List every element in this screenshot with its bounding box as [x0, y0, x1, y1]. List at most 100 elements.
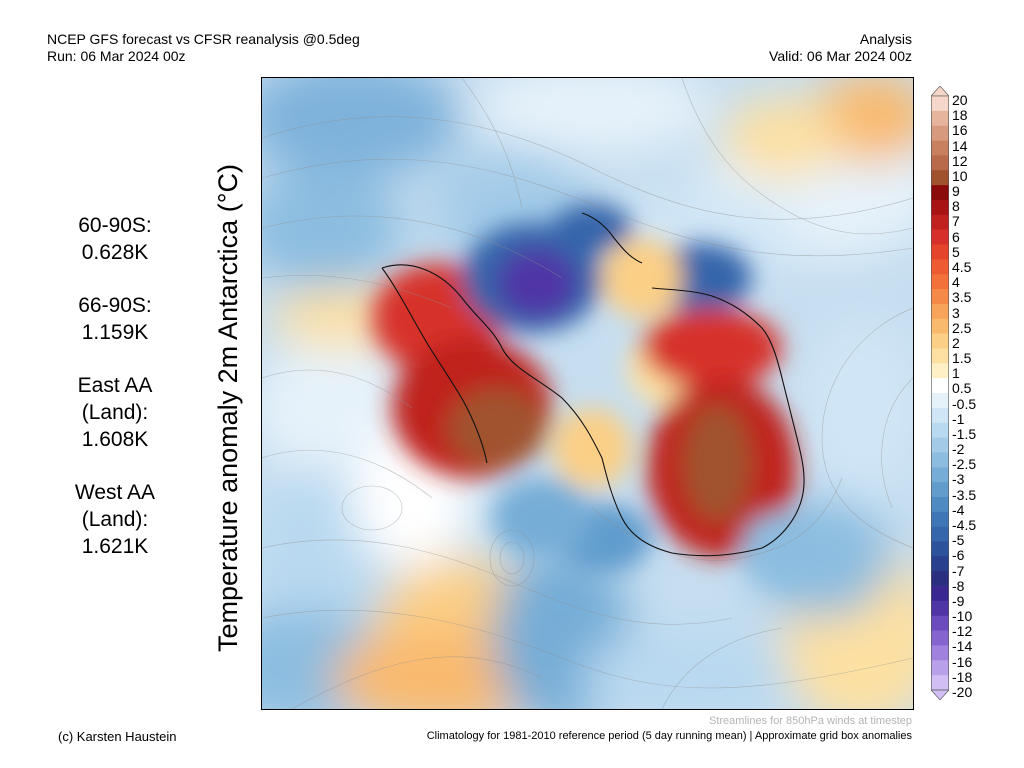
- colorbar-swatch: [931, 318, 949, 334]
- colorbar-swatch: [931, 496, 949, 513]
- region-stats: 60-90S: 0.628K 66-90S: 1.159K East AA (L…: [60, 212, 170, 586]
- colorbar-swatch: [931, 110, 949, 126]
- colorbar-swatch: [931, 571, 949, 587]
- colorbar-labels: 20 18 16 14 12 10 9 8 7 6 5 4.5 4 3.5 3 2.5 2 1.5 1 0.5 -0.5…: [952, 92, 1012, 699]
- colorbar-swatch: [931, 422, 949, 438]
- colorbar: [931, 86, 949, 700]
- colorbar-swatch: [931, 303, 949, 320]
- colorbar-swatch: [931, 199, 949, 216]
- colorbar-swatch: [931, 333, 949, 349]
- colorbar-swatch: [931, 660, 949, 676]
- colorbar-tick-label: 0.5: [952, 380, 972, 397]
- colorbar-tick-label: -0.5: [952, 395, 977, 412]
- colorbar-tick-label: -3.5: [952, 486, 977, 503]
- colorbar-swatch: [931, 378, 949, 394]
- colorbar-tick-label: 10: [952, 167, 968, 184]
- colorbar-tick-label: 4: [952, 274, 960, 291]
- colorbar-swatch: [931, 185, 949, 201]
- colorbar-swatch: [931, 289, 949, 305]
- colorbar-swatch: [931, 467, 949, 483]
- colorbar-tick-label: -5: [952, 532, 965, 549]
- colorbar-tick-label: 18: [952, 107, 968, 124]
- colorbar-tick-label: 4.5: [952, 258, 972, 275]
- colorbar-tick-label: -12: [952, 623, 973, 640]
- colorbar-swatch: [931, 556, 949, 572]
- colorbar-swatch: [931, 511, 949, 527]
- colorbar-tick-label: -7: [952, 562, 965, 579]
- colorbar-tick-label: -14: [952, 638, 973, 655]
- colorbar-tick-label: 8: [952, 198, 960, 215]
- colorbar-tick-label: 7: [952, 213, 960, 230]
- colorbar-tick-label: 3.5: [952, 289, 972, 306]
- colorbar-tick-label: -4.5: [952, 517, 977, 534]
- colorbar-tick-label: 1: [952, 365, 960, 382]
- colorbar-swatch: [931, 630, 949, 646]
- stat-value: 1.608K: [81, 428, 149, 451]
- stat-60-90s: 60-90S: 0.628K: [60, 212, 170, 266]
- colorbar-swatch: [931, 214, 949, 230]
- stat-66-90s: 66-90S: 1.159K: [60, 292, 170, 346]
- anomaly-map: [261, 77, 914, 710]
- stat-label: West AA (Land):: [74, 481, 156, 531]
- wind-streamlines: [262, 78, 913, 709]
- colorbar-tick-label: -8: [952, 577, 965, 594]
- colorbar-tick-label: -4: [952, 501, 965, 518]
- colorbar-tick-label: -3: [952, 471, 965, 488]
- colorbar-tick-label: 1.5: [952, 350, 972, 367]
- colorbar-swatch: [931, 541, 949, 557]
- stat-label: 60-90S:: [78, 214, 152, 237]
- valid-time: Valid: 06 Mar 2024 00z: [769, 48, 912, 64]
- colorbar-tick-label: -18: [952, 668, 973, 685]
- colorbar-tick-label: -10: [952, 608, 973, 625]
- colorbar-swatch: [931, 645, 949, 661]
- colorbar-tick-label: -9: [952, 592, 965, 609]
- stat-label: East AA (Land):: [77, 374, 153, 424]
- colorbar-tick-label: 3: [952, 304, 960, 321]
- colorbar-swatch: [931, 155, 949, 171]
- coastline: [381, 212, 805, 557]
- colorbar-max-arrow: [931, 86, 949, 97]
- mode-label: Analysis: [859, 31, 912, 47]
- colorbar-swatch: [931, 259, 949, 275]
- colorbar-swatch: [931, 437, 949, 453]
- anomaly-map-canvas: [262, 78, 913, 709]
- colorbar-tick-label: -2.5: [952, 456, 977, 473]
- antarctic-anomaly-field: [372, 203, 822, 583]
- colorbar-swatch: [931, 125, 949, 141]
- colorbar-frame: [931, 95, 949, 691]
- colorbar-tick-label: -1: [952, 410, 965, 427]
- colorbar-tick-label: -2: [952, 441, 965, 458]
- map-title: Temperature anomaly 2m Antarctica (°C): [213, 164, 243, 652]
- colorbar-swatch: [931, 407, 949, 423]
- colorbar-swatch: [931, 229, 949, 245]
- colorbar-swatch: [931, 615, 949, 631]
- colorbar-swatch: [931, 170, 949, 186]
- colorbar-swatch: [931, 348, 949, 364]
- colorbar-swatch: [931, 526, 949, 542]
- colorbar-swatch: [931, 96, 949, 112]
- colorbar-tick-label: 9: [952, 183, 960, 200]
- product-title: NCEP GFS forecast vs CFSR reanalysis @0.…: [47, 31, 360, 47]
- colorbar-tick-label: -16: [952, 653, 973, 670]
- colorbar-tick-label: 2: [952, 334, 960, 351]
- colorbar-swatch: [931, 244, 949, 260]
- colorbar-swatch: [931, 600, 949, 617]
- colorbar-tick-label: -6: [952, 547, 965, 564]
- colorbar-swatch: [931, 452, 949, 468]
- colorbar-swatch: [931, 675, 949, 691]
- colorbar-tick-label: 5: [952, 243, 960, 260]
- colorbar-tick-label: 6: [952, 228, 960, 245]
- colorbar-tick-label: 20: [952, 92, 968, 108]
- streamline-note: Streamlines for 850hPa winds at timestep: [709, 715, 912, 727]
- colorbar-tick-label: 12: [952, 152, 968, 169]
- stat-value: 1.159K: [81, 321, 149, 344]
- stat-value: 0.628K: [81, 241, 149, 264]
- colorbar-swatch: [931, 586, 949, 602]
- stat-label: 66-90S:: [78, 294, 152, 317]
- colorbar-tick-label: -1.5: [952, 425, 977, 442]
- colorbar-tick-label: 16: [952, 122, 968, 139]
- header-left: NCEP GFS forecast vs CFSR reanalysis @0.…: [47, 31, 360, 65]
- colorbar-tick-label: 14: [952, 137, 968, 154]
- colorbar-swatch: [931, 140, 949, 156]
- colorbar-swatch: [931, 274, 949, 290]
